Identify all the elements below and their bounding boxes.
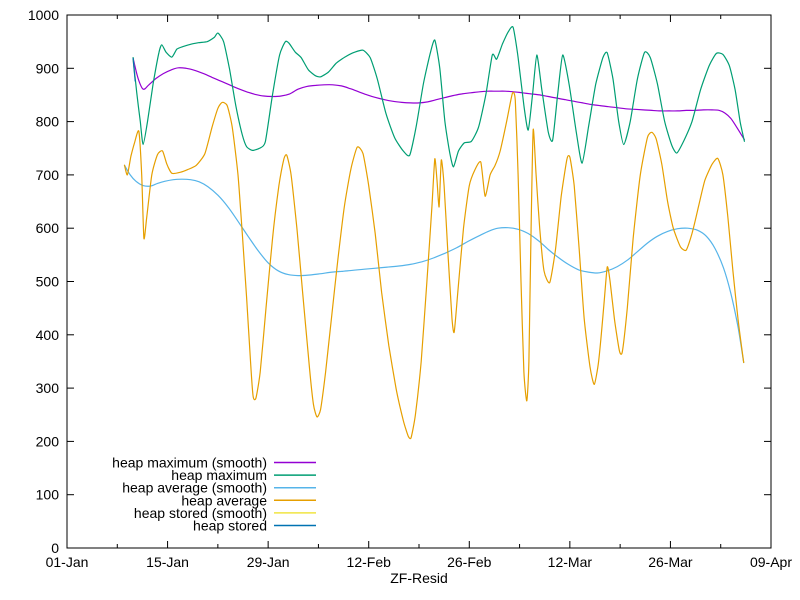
legend-label-3: heap average xyxy=(181,492,267,508)
y-tick-label: 800 xyxy=(36,114,60,130)
x-tick-label: 12-Mar xyxy=(548,554,593,570)
x-tick-label: 26-Feb xyxy=(447,554,492,570)
series-heap-stored xyxy=(132,58,136,82)
series-heap-average xyxy=(123,91,745,440)
x-tick-label: 15-Jan xyxy=(146,554,189,570)
x-tick-label: 09-Apr xyxy=(750,554,792,570)
legend-label-4: heap stored (smooth) xyxy=(134,505,267,521)
legend-label-1: heap maximum xyxy=(171,467,267,483)
y-tick-label: 0 xyxy=(51,540,59,556)
x-tick-label: 26-Mar xyxy=(648,554,693,570)
x-tick-label: 01-Jan xyxy=(46,554,89,570)
y-tick-label: 500 xyxy=(36,274,60,290)
y-tick-label: 900 xyxy=(36,60,60,76)
x-tick-label: 29-Jan xyxy=(247,554,290,570)
legend-label-5: heap stored xyxy=(193,518,267,534)
series-heap-maximum xyxy=(132,26,745,168)
y-tick-label: 300 xyxy=(36,380,60,396)
series-heap-average-smooth xyxy=(123,164,745,364)
y-tick-label: 100 xyxy=(36,487,60,503)
y-tick-label: 200 xyxy=(36,433,60,449)
y-tick-label: 400 xyxy=(36,327,60,343)
y-tick-label: 600 xyxy=(36,220,60,236)
series-heap-maximum-smooth xyxy=(132,57,745,141)
y-tick-label: 700 xyxy=(36,167,60,183)
x-axis-title: ZF-Resid xyxy=(390,570,448,586)
x-tick-label: 12-Feb xyxy=(347,554,392,570)
y-tick-label: 1000 xyxy=(28,7,59,23)
legend-label-0: heap maximum (smooth) xyxy=(112,455,267,471)
legend-label-2: heap average (smooth) xyxy=(122,480,267,496)
